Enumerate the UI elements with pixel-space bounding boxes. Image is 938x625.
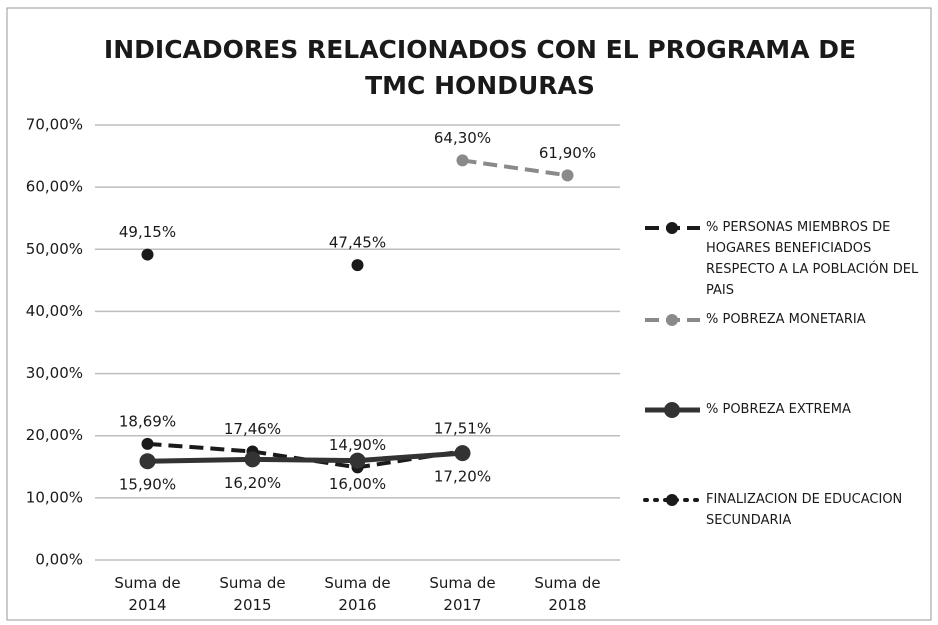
x-tick-label: Suma de 2015 xyxy=(219,574,286,614)
y-tick-label: 20,00% xyxy=(26,426,83,444)
legend-marker xyxy=(666,494,678,506)
y-tick-label: 40,00% xyxy=(26,302,83,320)
y-tick-label: 60,00% xyxy=(26,178,83,196)
legend-marker xyxy=(664,402,680,418)
data-label: 49,15% xyxy=(119,223,176,241)
point xyxy=(561,169,574,182)
data-label: 15,90% xyxy=(119,476,176,494)
series-line xyxy=(147,450,463,464)
data-label: 17,46% xyxy=(224,420,281,438)
chart-title: INDICADORES RELACIONADOS CON EL PROGRAMA… xyxy=(103,35,857,100)
data-label: 64,30% xyxy=(434,129,491,147)
point xyxy=(141,437,154,450)
point xyxy=(244,451,261,468)
data-label: 18,69% xyxy=(119,412,176,430)
y-tick-label: 70,00% xyxy=(26,116,83,134)
data-label: 16,20% xyxy=(224,474,281,492)
legend-marker xyxy=(666,222,678,234)
point xyxy=(456,154,469,167)
data-label: 17,51% xyxy=(434,420,491,438)
legend-label: % PERSONAS MIEMBROS DE HOGARES BENEFICIA… xyxy=(706,220,919,298)
point xyxy=(139,453,156,470)
point xyxy=(454,445,471,462)
data-label: 14,90% xyxy=(329,436,386,454)
series-line xyxy=(462,158,568,178)
legend-label: FINALIZACION DE EDUCACION SECUNDARIA xyxy=(706,492,903,528)
y-tick-label: 0,00% xyxy=(35,551,83,569)
data-label: 61,90% xyxy=(539,144,596,162)
legend-marker xyxy=(666,314,678,326)
point xyxy=(349,452,366,469)
x-tick-label: Suma de 2014 xyxy=(114,574,181,614)
legend-label: % POBREZA MONETARIA xyxy=(706,312,866,327)
data-label: 47,45% xyxy=(329,234,386,252)
y-tick-label: 10,00% xyxy=(26,488,83,506)
x-tick-label: Suma de 2018 xyxy=(534,574,601,614)
point xyxy=(141,248,154,261)
y-tick-label: 30,00% xyxy=(26,364,83,382)
x-tick-label: Suma de 2016 xyxy=(324,574,391,614)
x-tick-label: Suma de 2017 xyxy=(429,574,496,614)
y-tick-label: 50,00% xyxy=(26,240,83,258)
data-label: 16,00% xyxy=(329,475,386,493)
data-label: 17,20% xyxy=(434,468,491,486)
frame xyxy=(6,7,932,621)
point xyxy=(351,259,364,272)
legend-label: % POBREZA EXTREMA xyxy=(706,402,851,417)
